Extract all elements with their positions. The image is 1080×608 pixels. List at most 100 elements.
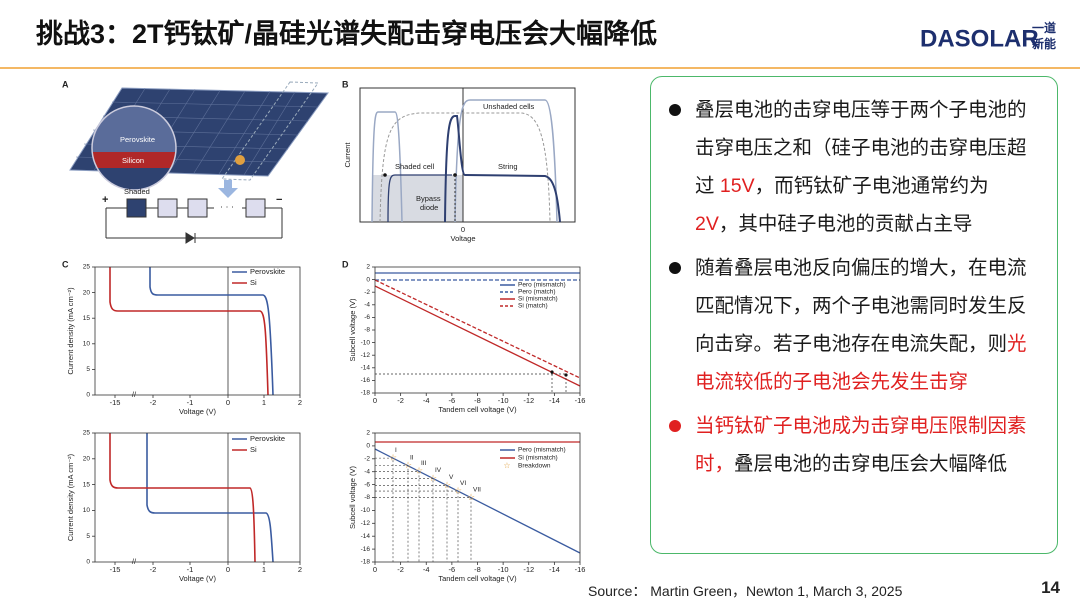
- bullet-text: 随着叠层电池反向偏压的增大，在电流匹配情况下，两个子电池需同时发生反向击穿。若子…: [695, 257, 1027, 355]
- curve: [444, 115, 561, 223]
- axis-label: Tandem cell voltage (V): [438, 405, 517, 414]
- y-tick-label: 10: [83, 341, 91, 348]
- x-tick-label: 2: [298, 398, 302, 407]
- y-tick-label: -18: [361, 390, 371, 397]
- guide: [375, 485, 448, 562]
- x-tick-label: -6: [449, 396, 456, 405]
- curve: [371, 111, 403, 223]
- axis-label: Voltage (V): [179, 407, 217, 416]
- guide: [375, 471, 420, 562]
- numeral: I: [395, 447, 397, 454]
- legend-label: Breakdown: [518, 463, 551, 470]
- curve-label: Unshaded cells: [483, 102, 535, 111]
- x-tick-label: -16: [575, 565, 586, 574]
- breakdown-star: ☆: [443, 480, 451, 490]
- bullet-text: 光电流较低的子电池会先发生击穿: [695, 333, 1027, 393]
- panel-letter: B: [342, 79, 349, 89]
- bullet-dot: [669, 262, 681, 274]
- y-tick-label: 25: [83, 264, 91, 271]
- y-tick-label: 25: [83, 430, 91, 437]
- numeral: III: [421, 460, 427, 467]
- x-tick-label: -2: [150, 565, 157, 574]
- y-tick-label: 5: [86, 533, 90, 540]
- legend-label: Si (mismatch): [518, 296, 558, 303]
- panel-letter: C: [62, 259, 69, 269]
- x-tick-label: -15: [110, 565, 121, 574]
- curve-label: diode: [420, 203, 438, 212]
- axis-label: Subcell voltage (V): [348, 298, 357, 361]
- y-tick-label: -16: [361, 546, 371, 553]
- y-tick-label: -10: [361, 339, 371, 346]
- breakdown-star: ☆: [415, 466, 423, 476]
- logo-cn: 新能: [1032, 36, 1056, 51]
- x-tick-label: 1: [262, 398, 266, 407]
- legend-swatch: ☆: [503, 461, 510, 470]
- numeral: VI: [460, 480, 466, 487]
- y-tick-label: -12: [361, 352, 371, 359]
- circuit-label: −: [276, 194, 282, 206]
- y-tick-label: 20: [83, 456, 91, 463]
- bullet-text: 叠层电池的击穿电压等于两个子电池的击穿电压之和（硅子电池的击穿电压超过: [695, 99, 1027, 197]
- axis-break: //: [132, 390, 137, 399]
- x-tick-label: -8: [474, 565, 481, 574]
- panel-a: A Perovskite Silicon Shaded + −: [62, 79, 329, 244]
- y-tick-label: 10: [83, 507, 91, 514]
- axis-label: Current: [343, 142, 352, 168]
- circuit: [105, 198, 283, 244]
- y-tick-label: 0: [366, 443, 370, 450]
- curve-label: String: [498, 162, 518, 171]
- curve-label: Shaded cell: [395, 162, 435, 171]
- y-tick-label: 2: [366, 264, 370, 271]
- axis-label: 0: [461, 225, 465, 234]
- legend-label: Si (mismatch): [518, 455, 558, 462]
- circuit-label: Shaded: [124, 187, 150, 196]
- y-tick-label: 5: [86, 366, 90, 373]
- legend-label: Perovskite: [250, 434, 285, 443]
- y-tick-label: -14: [361, 365, 371, 372]
- curve: [379, 112, 551, 223]
- bullet: 随着叠层电池反向偏压的增大，在电流匹配情况下，两个子电池需同时发生反向击穿。若子…: [669, 249, 1030, 401]
- shaded-spot: [235, 155, 245, 165]
- bullet-dot: [669, 420, 681, 432]
- y-tick-label: 20: [83, 289, 91, 296]
- x-tick-label: -4: [423, 396, 430, 405]
- y-tick-label: -6: [364, 481, 370, 488]
- y-tick-label: 15: [83, 481, 91, 488]
- legend-label: Pero (mismatch): [518, 447, 566, 454]
- breakdown-star: ☆: [467, 492, 475, 502]
- arrow: [218, 180, 238, 198]
- y-tick-label: 15: [83, 315, 91, 322]
- axis-label: Voltage (V): [179, 574, 217, 583]
- x-tick-label: -14: [549, 396, 560, 405]
- x-tick-label: -8: [474, 396, 481, 405]
- x-tick-label: -2: [397, 565, 404, 574]
- x-tick-label: 0: [226, 398, 230, 407]
- panel-letter: D: [342, 259, 349, 269]
- bullet-text: 2V: [695, 213, 719, 235]
- legend-label: Si: [250, 445, 257, 454]
- axis-label: Current density (mA cm⁻²): [66, 453, 75, 541]
- layer-label: Perovskite: [120, 135, 155, 144]
- x-tick-label: -12: [523, 565, 534, 574]
- panel-f-curves: [374, 441, 581, 562]
- y-tick-label: -16: [361, 377, 371, 384]
- x-tick-label: 0: [373, 396, 377, 405]
- axis-label: Tandem cell voltage (V): [438, 574, 517, 583]
- x-tick-label: -1: [187, 398, 194, 407]
- axis-label: Current density (mA cm⁻²): [66, 287, 75, 375]
- zoom-ring: [91, 105, 177, 191]
- y-tick-label: -6: [364, 314, 370, 321]
- page-number: 14: [1041, 578, 1060, 597]
- x-tick-label: -12: [523, 396, 534, 405]
- x-tick-label: -2: [150, 398, 157, 407]
- bullet-text: 当钙钛矿子电池成为击穿电压限制因素时，: [695, 415, 1027, 475]
- bullet-dot: [669, 104, 681, 116]
- y-tick-label: 0: [86, 559, 90, 566]
- panel-c-curves: [109, 267, 274, 396]
- x-tick-label: -14: [549, 565, 560, 574]
- y-tick-label: -10: [361, 507, 371, 514]
- y-tick-label: -2: [364, 456, 370, 463]
- legend-label: Si (match): [518, 303, 548, 310]
